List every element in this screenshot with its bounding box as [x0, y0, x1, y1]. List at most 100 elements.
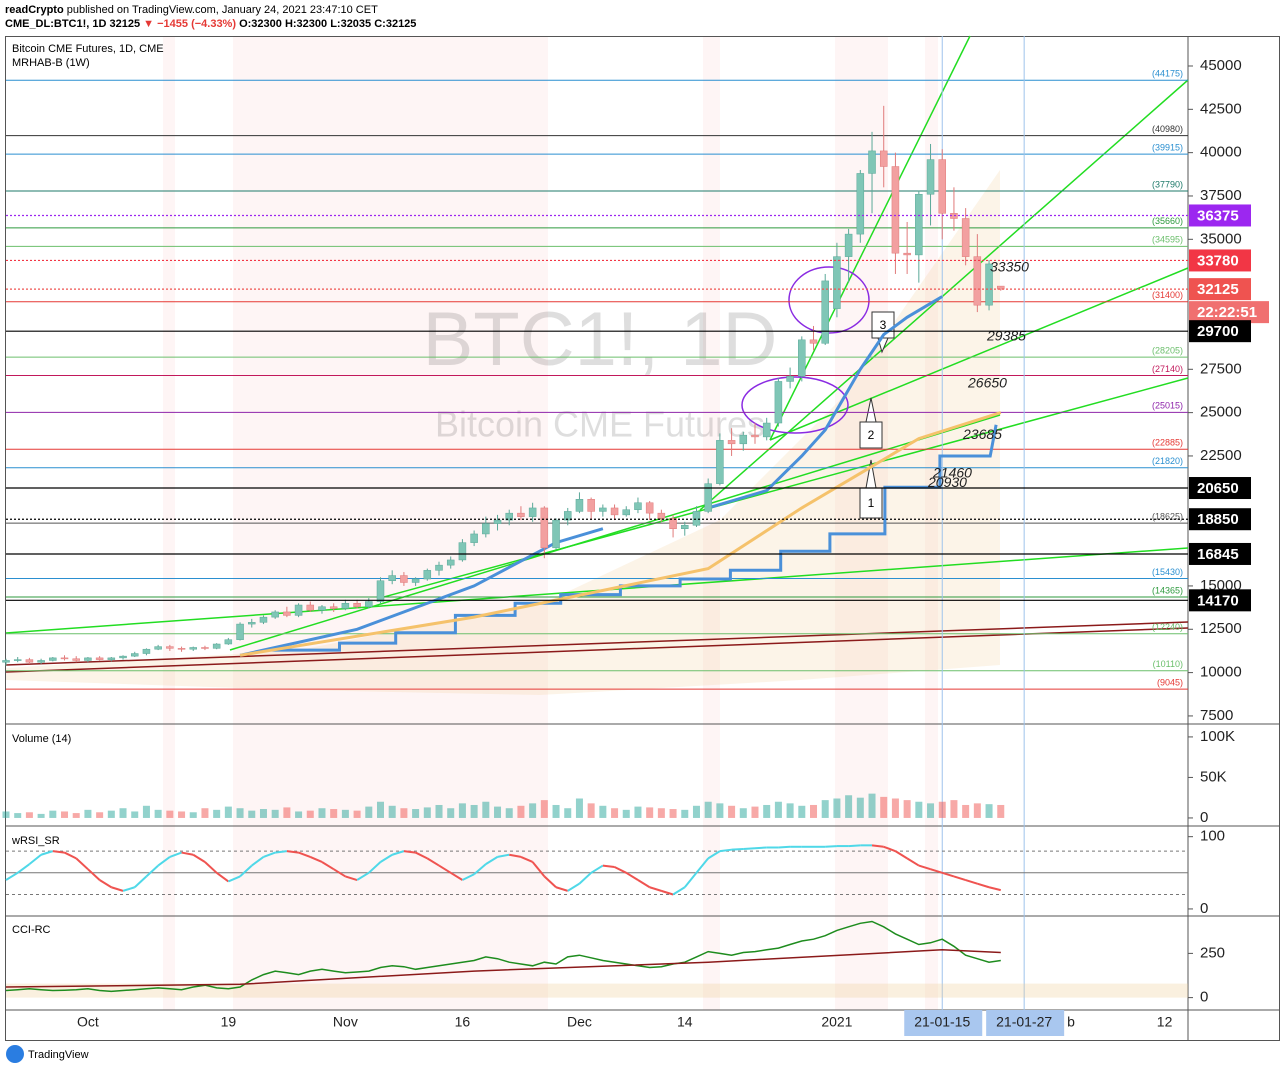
candle-body [119, 655, 127, 659]
volume-bar [856, 797, 864, 818]
volume-bar [669, 809, 677, 818]
candle-body [166, 646, 174, 649]
annotation: 33350 [990, 259, 1029, 275]
x-marker-label: 21-01-27 [996, 1014, 1052, 1030]
rsi-segment [848, 844, 861, 848]
y-tick-label: 0 [1200, 900, 1208, 917]
rsi-segment [683, 872, 698, 888]
rsi-segment [134, 875, 148, 888]
candle-body [142, 648, 151, 654]
rsi-segment [485, 856, 499, 865]
rsi-segment [204, 861, 218, 874]
rsi-segment [731, 847, 744, 851]
candle-body [84, 657, 92, 661]
volume-bar [107, 810, 115, 818]
callout: 2 [868, 428, 875, 442]
level-label: (28205) [1152, 345, 1183, 355]
rsi-segment [555, 886, 569, 892]
volume-bar [915, 801, 923, 818]
volume-bar [142, 805, 150, 818]
rsi-segment [356, 871, 370, 881]
price-badge [1189, 320, 1251, 343]
rsi-segment [333, 868, 346, 878]
candle-body [575, 499, 584, 512]
volume-bar [189, 812, 197, 818]
candle-body [716, 440, 724, 484]
symbol: CME_DL:BTC1!, 1D [5, 18, 107, 30]
price-badge-label: 36375 [1197, 207, 1239, 224]
y-tick-label: 37500 [1200, 187, 1242, 204]
volume-bar [798, 805, 806, 818]
watermark: BTC1!, 1D [423, 297, 778, 382]
level-label: (14365) [1152, 585, 1183, 595]
candle-body [786, 375, 794, 382]
x-marker-box [904, 1010, 983, 1036]
rsi-segment [40, 850, 54, 856]
rsi-segment [181, 851, 194, 856]
candle-body [259, 616, 268, 623]
countdown: 22:22:51 [1197, 304, 1257, 321]
candle-body [482, 523, 490, 535]
y-tick-label: 7500 [1200, 707, 1233, 724]
volume-bar [470, 804, 478, 818]
price-badge-label: 16845 [1197, 546, 1239, 563]
rsi-segment [778, 845, 791, 849]
candle-body [201, 647, 209, 649]
candle-body [540, 507, 549, 549]
candle-body [400, 575, 408, 583]
candle-body [634, 502, 642, 510]
rsi-segment [391, 850, 405, 856]
candle-body [49, 657, 57, 661]
rsi-segment [345, 875, 358, 881]
rsi-segment [75, 857, 89, 870]
rsi-segment [461, 873, 475, 881]
candle-body [493, 519, 502, 524]
candle-body [751, 434, 759, 438]
level-label: (44175) [1152, 69, 1183, 79]
volume-bar [868, 793, 876, 818]
volume-bar [891, 798, 899, 818]
volume-bar [950, 800, 958, 818]
rsi-segment [368, 861, 382, 874]
volume-bar [201, 808, 209, 818]
volume-bar [482, 801, 490, 818]
candle-body [762, 422, 771, 438]
rsi-segment [894, 850, 908, 860]
rsi-segment [28, 853, 42, 865]
volume-bar [821, 800, 829, 818]
rsi-segment [145, 864, 159, 878]
rsi-segment [298, 851, 311, 858]
volume-bar [353, 810, 361, 818]
volume-bar [84, 809, 92, 818]
candle-body [458, 542, 467, 561]
volume-bar [49, 810, 57, 818]
candle-body [856, 173, 865, 235]
candle-body [833, 256, 841, 309]
candle-body [681, 525, 689, 529]
candle-body [657, 512, 666, 519]
candle-body [903, 252, 911, 256]
y-tick-label: 10000 [1200, 664, 1242, 681]
x-tick-label: Oct [77, 1014, 99, 1030]
annotation: 29385 [986, 327, 1026, 343]
footer: TradingView [28, 1049, 89, 1061]
level-label: (25015) [1152, 401, 1183, 411]
annotation: 26650 [967, 375, 1007, 391]
price-badge-label: 14170 [1197, 592, 1239, 609]
rsi-segment [157, 856, 171, 867]
candle-body [563, 511, 572, 521]
volume-bar [763, 804, 771, 818]
volume-bar [529, 803, 537, 818]
volume-bar [2, 811, 10, 818]
rsi-segment [122, 886, 136, 892]
volume-bar [833, 798, 841, 818]
volume-bar [178, 811, 186, 818]
rsi-segment [825, 845, 837, 848]
volume-bar [412, 809, 420, 818]
candle-body [821, 280, 829, 344]
volume-bar [997, 804, 1005, 818]
y-tick-label: 22500 [1200, 447, 1242, 464]
volume-bar [61, 811, 69, 818]
candle-body [985, 263, 993, 306]
